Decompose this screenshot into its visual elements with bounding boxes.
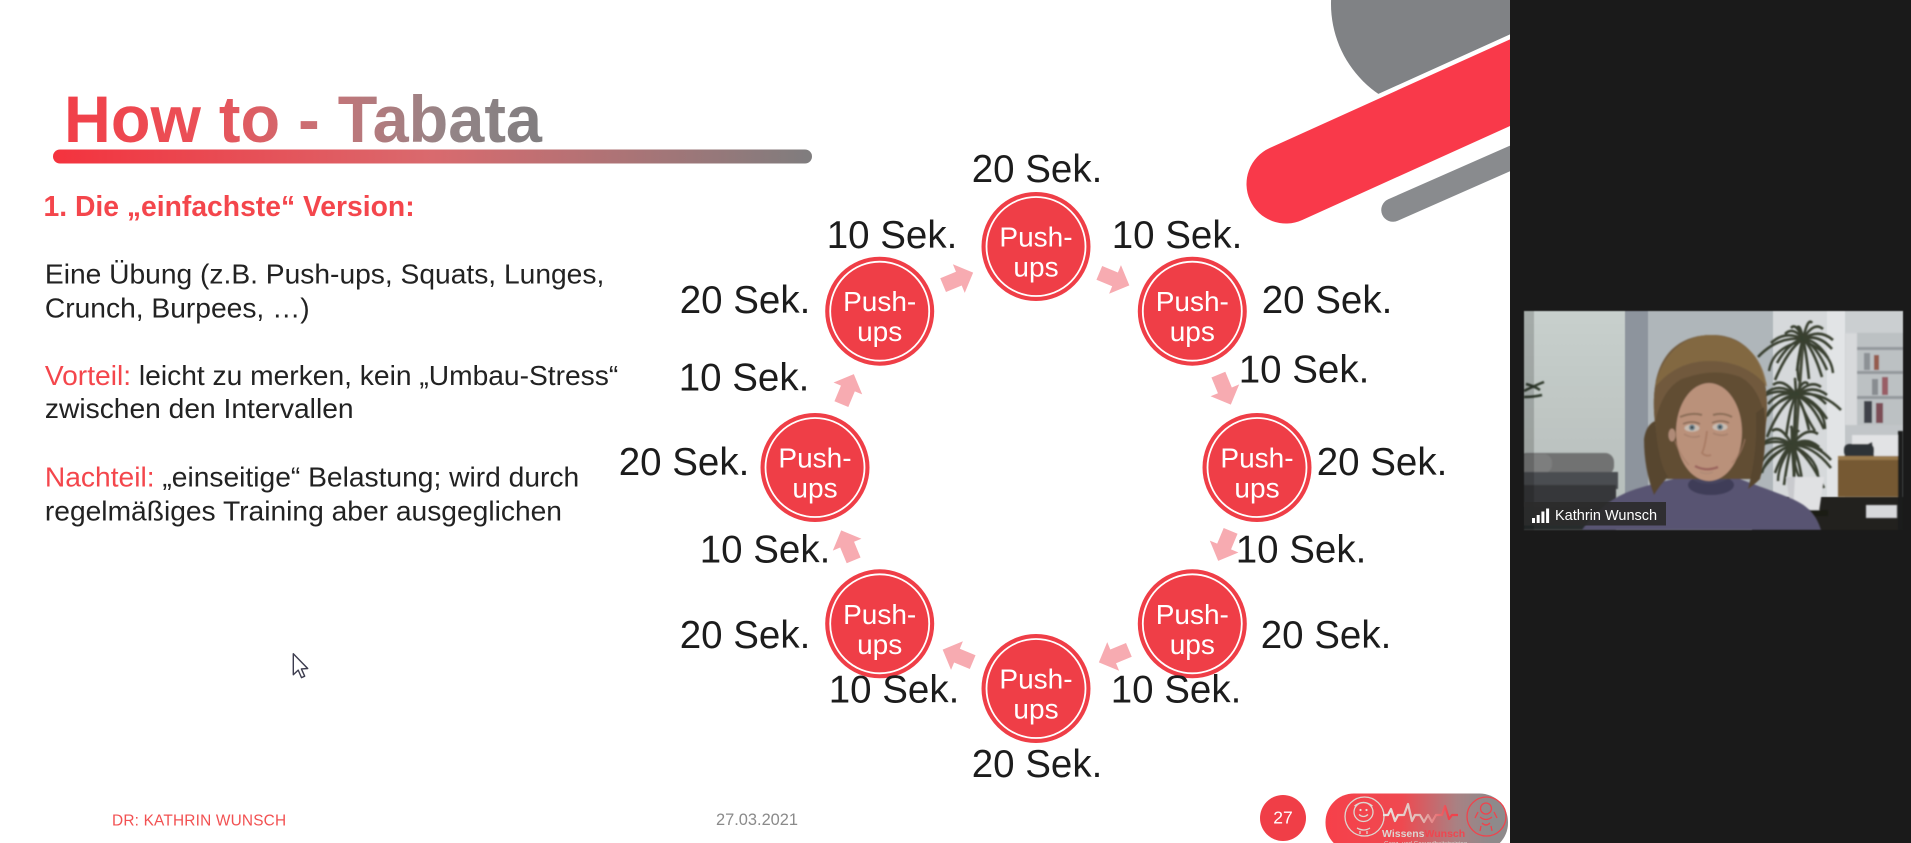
svg-text:10 Sek.: 10 Sek. <box>1111 669 1242 712</box>
svg-text:DR: KATHRIN WUNSCH: DR: KATHRIN WUNSCH <box>112 813 286 830</box>
svg-text:Kathrin Wunsch: Kathrin Wunsch <box>1555 508 1657 524</box>
svg-text:20 Sek.: 20 Sek. <box>972 148 1103 191</box>
svg-text:10 Sek.: 10 Sek. <box>1239 349 1370 392</box>
svg-text:zwischen den Intervallen: zwischen den Intervallen <box>45 392 354 424</box>
svg-text:20 Sek.: 20 Sek. <box>1261 614 1392 657</box>
svg-text:Crunch, Burpees, …): Crunch, Burpees, …) <box>45 292 310 324</box>
svg-text:27.03.2021: 27.03.2021 <box>716 811 798 829</box>
svg-text:10 Sek.: 10 Sek. <box>829 669 960 712</box>
svg-text:10 Sek.: 10 Sek. <box>1236 529 1367 572</box>
svg-text:20 Sek.: 20 Sek. <box>680 614 811 657</box>
svg-text:10 Sek.: 10 Sek. <box>1112 214 1243 257</box>
svg-text:27: 27 <box>1273 808 1292 828</box>
svg-text:Eine Übung (z.B. Push-ups, Squ: Eine Übung (z.B. Push-ups, Squats, Lunge… <box>45 258 604 290</box>
svg-text:regelmäßiges Training aber aus: regelmäßiges Training aber ausgeglichen <box>45 494 562 526</box>
svg-text:1. Die „einfachste“ Version:: 1. Die „einfachste“ Version: <box>44 190 415 222</box>
svg-text:20 Sek.: 20 Sek. <box>680 279 811 322</box>
svg-text:20 Sek.: 20 Sek. <box>619 441 750 484</box>
svg-text:20 Sek.: 20 Sek. <box>1262 279 1393 322</box>
svg-text:20 Sek.: 20 Sek. <box>1317 441 1448 484</box>
svg-text:WissensWunsch: WissensWunsch <box>1382 828 1465 840</box>
svg-text:How to - Tabata: How to - Tabata <box>64 82 543 156</box>
svg-text:Ganz- und Gesundheitstraining: Ganz- und Gesundheitstraining <box>1384 842 1467 843</box>
svg-text:Nachteil: „einseitige“ Belastu: Nachteil: „einseitige“ Belastung; wird d… <box>45 461 579 493</box>
svg-text:20 Sek.: 20 Sek. <box>972 743 1103 786</box>
svg-text:10 Sek.: 10 Sek. <box>679 357 810 400</box>
svg-text:10 Sek.: 10 Sek. <box>700 529 831 572</box>
svg-text:Vorteil: leicht zu merken, kei: Vorteil: leicht zu merken, kein „Umbau-S… <box>45 359 618 391</box>
svg-text:10 Sek.: 10 Sek. <box>827 214 958 257</box>
